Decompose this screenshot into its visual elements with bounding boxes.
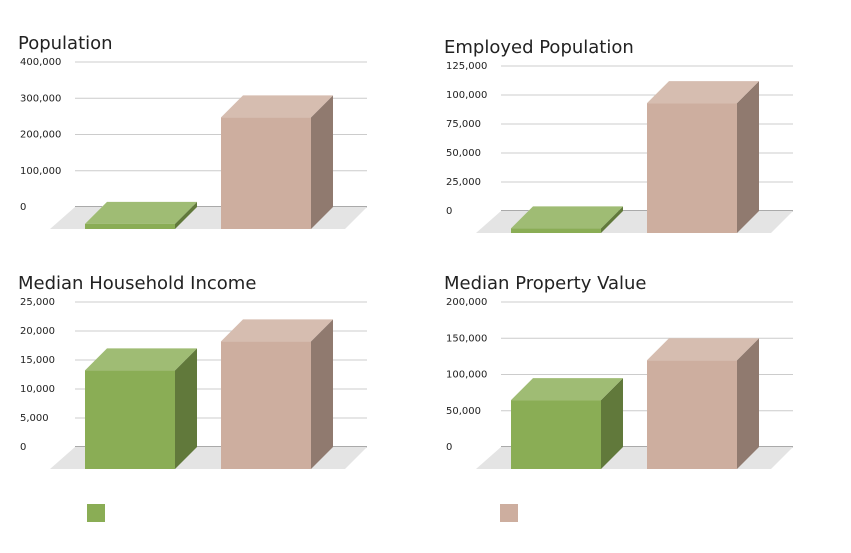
y-tick-label: 10,000 <box>20 384 55 395</box>
bar <box>647 81 759 233</box>
bar-front <box>85 223 175 229</box>
y-tick-label: 100,000 <box>446 370 487 381</box>
bar-side <box>175 348 197 469</box>
y-tick-label: 0 <box>446 206 452 217</box>
chart-title: Median Property Value <box>444 273 647 294</box>
bar-top <box>221 319 333 342</box>
bar-top <box>85 348 197 371</box>
bar <box>221 319 333 469</box>
y-tick-label: 100,000 <box>446 90 487 101</box>
y-tick-label: 150,000 <box>446 333 487 344</box>
y-tick-label: 25,000 <box>446 177 481 188</box>
y-tick-label: 100,000 <box>20 166 61 177</box>
bar-side <box>311 95 333 229</box>
bar <box>85 201 197 229</box>
y-tick-label: 125,000 <box>446 61 487 72</box>
y-tick-label: 200,000 <box>20 130 61 141</box>
bar-top <box>221 95 333 118</box>
bar-top <box>85 201 197 224</box>
bar <box>221 95 333 229</box>
y-tick-label: 0 <box>446 442 452 453</box>
y-tick-label: 50,000 <box>446 406 481 417</box>
bar-side <box>737 338 759 469</box>
bar-side <box>601 206 623 233</box>
bar-top <box>511 206 623 229</box>
bar-side <box>175 201 197 229</box>
y-tick-label: 0 <box>20 202 26 213</box>
bar <box>85 348 197 469</box>
bar-front <box>511 228 601 233</box>
bar <box>511 206 623 233</box>
legend-swatch <box>87 504 105 522</box>
bar-top <box>511 378 623 401</box>
y-tick-label: 75,000 <box>446 119 481 130</box>
bar <box>511 378 623 469</box>
bar-front <box>647 103 737 233</box>
bar-front <box>647 360 737 469</box>
chart-title: Population <box>18 33 113 54</box>
y-tick-label: 20,000 <box>20 326 55 337</box>
bar-top <box>647 81 759 104</box>
bar <box>647 338 759 469</box>
bar-front <box>221 341 311 469</box>
bar-front <box>221 117 311 229</box>
bar-front <box>511 400 601 469</box>
legend-swatch <box>500 504 518 522</box>
y-tick-label: 400,000 <box>20 57 61 68</box>
bar-side <box>601 378 623 469</box>
y-tick-label: 300,000 <box>20 93 61 104</box>
bar-front <box>85 370 175 469</box>
y-tick-label: 5,000 <box>20 413 49 424</box>
y-tick-label: 25,000 <box>20 297 55 308</box>
chart-title: Median Household Income <box>18 273 256 294</box>
bar-top <box>647 338 759 361</box>
bar-side <box>737 81 759 233</box>
y-tick-label: 0 <box>20 442 26 453</box>
chart-title: Employed Population <box>444 37 634 58</box>
y-tick-label: 15,000 <box>20 355 55 366</box>
y-tick-label: 200,000 <box>446 297 487 308</box>
bar-side <box>311 319 333 469</box>
y-tick-label: 50,000 <box>446 148 481 159</box>
